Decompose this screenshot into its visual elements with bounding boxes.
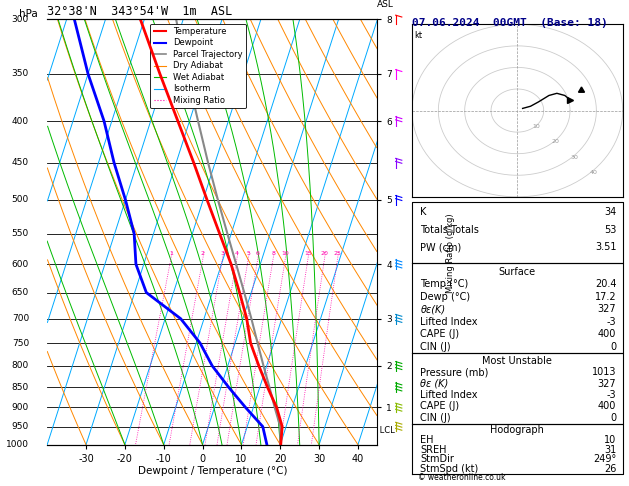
Text: Totals Totals: Totals Totals — [420, 225, 479, 235]
Text: 650: 650 — [12, 288, 29, 297]
Text: hPa: hPa — [19, 9, 38, 19]
Text: CAPE (J): CAPE (J) — [420, 329, 460, 339]
Text: 4: 4 — [235, 251, 239, 256]
Text: 400: 400 — [598, 401, 616, 411]
Text: LCL: LCL — [377, 426, 395, 435]
Text: 40: 40 — [589, 170, 597, 175]
Text: 1013: 1013 — [592, 367, 616, 377]
Text: kt: kt — [415, 31, 423, 40]
Text: 53: 53 — [604, 225, 616, 235]
Text: 1: 1 — [169, 251, 173, 256]
Text: -3: -3 — [607, 390, 616, 400]
Text: 30: 30 — [571, 155, 578, 159]
Text: 25: 25 — [333, 251, 342, 256]
Text: 500: 500 — [12, 195, 29, 205]
Text: K: K — [420, 207, 427, 217]
Text: 20: 20 — [552, 139, 559, 144]
Text: CIN (J): CIN (J) — [420, 413, 451, 423]
Text: 750: 750 — [12, 339, 29, 347]
Text: SREH: SREH — [420, 445, 447, 454]
Text: 900: 900 — [12, 403, 29, 412]
Text: 2: 2 — [201, 251, 205, 256]
Text: 550: 550 — [12, 229, 29, 238]
Text: StmDir: StmDir — [420, 454, 454, 464]
Text: 3.51: 3.51 — [595, 242, 616, 252]
Text: Surface: Surface — [499, 267, 536, 277]
Text: StmSpd (kt): StmSpd (kt) — [420, 464, 479, 474]
Text: 0: 0 — [610, 413, 616, 423]
Text: θε(K): θε(K) — [420, 304, 445, 314]
Text: 5: 5 — [247, 251, 250, 256]
Text: Pressure (mb): Pressure (mb) — [420, 367, 489, 377]
Text: 8: 8 — [271, 251, 275, 256]
Legend: Temperature, Dewpoint, Parcel Trajectory, Dry Adiabat, Wet Adiabat, Isotherm, Mi: Temperature, Dewpoint, Parcel Trajectory… — [150, 24, 246, 108]
Text: PW (cm): PW (cm) — [420, 242, 462, 252]
Text: 950: 950 — [12, 422, 29, 431]
Text: 800: 800 — [12, 362, 29, 370]
Text: 1000: 1000 — [6, 440, 29, 449]
Text: 450: 450 — [12, 158, 29, 167]
Text: 600: 600 — [12, 260, 29, 269]
Text: 17.2: 17.2 — [595, 292, 616, 302]
Text: 400: 400 — [598, 329, 616, 339]
Text: Mixing Ratio (g/kg): Mixing Ratio (g/kg) — [445, 213, 455, 293]
Text: Lifted Index: Lifted Index — [420, 316, 478, 327]
Text: 6: 6 — [256, 251, 260, 256]
Text: 350: 350 — [12, 69, 29, 78]
Text: 850: 850 — [12, 383, 29, 392]
Text: 300: 300 — [12, 15, 29, 24]
Text: 700: 700 — [12, 314, 29, 323]
Text: 10: 10 — [532, 123, 540, 129]
Text: θε (K): θε (K) — [420, 379, 448, 388]
Text: 34: 34 — [604, 207, 616, 217]
Text: 327: 327 — [598, 379, 616, 388]
Text: CAPE (J): CAPE (J) — [420, 401, 460, 411]
Text: 0: 0 — [610, 342, 616, 351]
Text: 327: 327 — [598, 304, 616, 314]
Text: -3: -3 — [607, 316, 616, 327]
Text: 249°: 249° — [593, 454, 616, 464]
Text: Temp (°C): Temp (°C) — [420, 279, 469, 289]
Text: 07.06.2024  00GMT  (Base: 18): 07.06.2024 00GMT (Base: 18) — [412, 18, 608, 29]
Text: Lifted Index: Lifted Index — [420, 390, 478, 400]
Text: 15: 15 — [304, 251, 312, 256]
Text: © weatheronline.co.uk: © weatheronline.co.uk — [418, 473, 506, 482]
Text: 400: 400 — [12, 117, 29, 125]
Text: km
ASL: km ASL — [377, 0, 394, 9]
Text: 26: 26 — [604, 464, 616, 474]
Text: 3: 3 — [221, 251, 225, 256]
Text: 32°38'N  343°54'W  1m  ASL: 32°38'N 343°54'W 1m ASL — [47, 5, 233, 18]
Text: EH: EH — [420, 435, 434, 445]
Text: Hodograph: Hodograph — [491, 425, 544, 435]
Text: Dewp (°C): Dewp (°C) — [420, 292, 470, 302]
Text: 10: 10 — [604, 435, 616, 445]
Text: 20: 20 — [321, 251, 328, 256]
Text: CIN (J): CIN (J) — [420, 342, 451, 351]
Text: 10: 10 — [281, 251, 289, 256]
X-axis label: Dewpoint / Temperature (°C): Dewpoint / Temperature (°C) — [138, 467, 287, 476]
Text: 31: 31 — [604, 445, 616, 454]
Text: Most Unstable: Most Unstable — [482, 356, 552, 366]
Text: 20.4: 20.4 — [595, 279, 616, 289]
